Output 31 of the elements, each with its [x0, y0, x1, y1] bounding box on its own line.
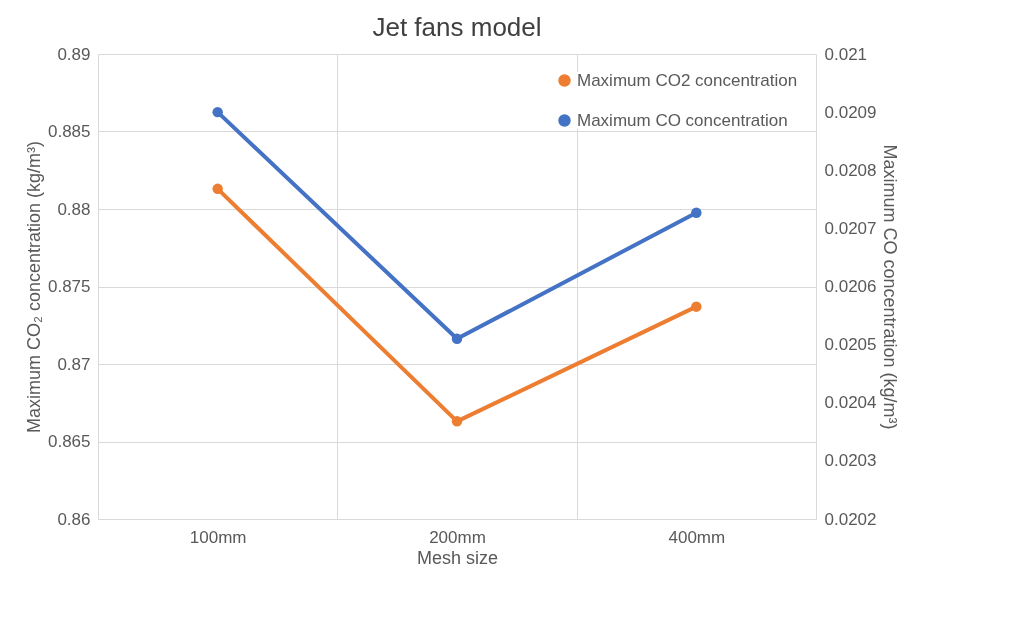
y2-tick-label: 0.0207	[824, 218, 877, 238]
y-tick-label: 0.89	[57, 44, 91, 64]
x-tick-label: 200mm	[429, 527, 486, 547]
point	[451, 333, 463, 345]
y-tick-label: 0.875	[47, 277, 91, 296]
x-tick-label: 400mm	[668, 527, 726, 547]
y-tick-label: 0.88	[57, 199, 91, 219]
y2-tick-label: 0.0205	[824, 335, 877, 355]
y-tick-label: 0.87	[57, 354, 91, 374]
y2-tick-label: 0.0204	[824, 393, 877, 413]
y2-tick-label: 0.0208	[824, 160, 877, 180]
y2-tick-label: 0.021	[824, 44, 868, 64]
point	[451, 416, 463, 427]
legend-label: Maximum CO2 concentration	[577, 70, 798, 90]
y-tick-label: 0.865	[47, 432, 91, 451]
chart-title: Jet fans model	[372, 12, 542, 42]
point	[691, 301, 702, 312]
y2-tick-label: 0.0206	[824, 277, 877, 296]
point	[212, 183, 223, 195]
y2-tick-label: 0.0203	[824, 451, 877, 471]
y2-axis-title: Maximum CO concentration (kg/m³)	[880, 144, 901, 430]
y-tick-label: 0.86	[57, 509, 91, 529]
y-tick-label: 0.885	[47, 122, 91, 141]
legend-label: Maximum CO concentration	[577, 110, 788, 130]
x-axis-title: Mesh size	[416, 547, 499, 568]
y2-tick-label: 0.0209	[824, 102, 877, 122]
x-tick-label: 100mm	[189, 527, 247, 547]
point	[212, 106, 223, 118]
y-axis-title: Maximum CO₂ concentration (kg/m³)	[23, 140, 44, 434]
point	[691, 207, 702, 218]
y2-tick-label: 0.0202	[824, 509, 877, 529]
